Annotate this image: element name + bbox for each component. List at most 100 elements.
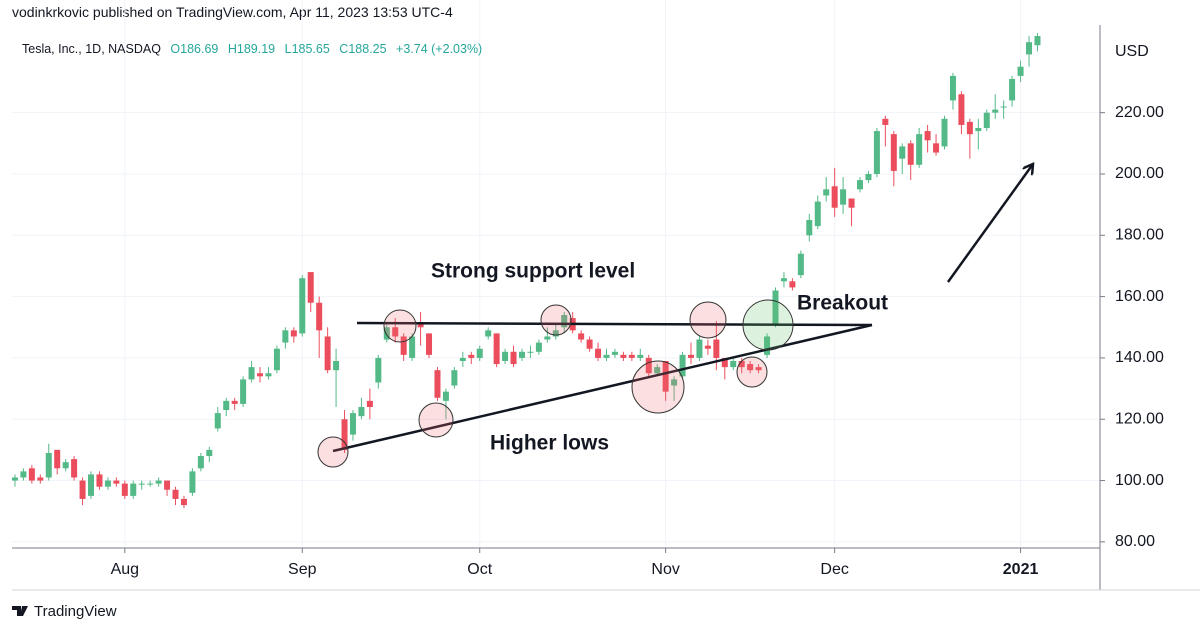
grid xyxy=(12,0,1100,548)
candles xyxy=(12,32,1041,509)
candle-body xyxy=(1000,106,1007,108)
candle-body xyxy=(54,449,61,469)
y-tick-label: 120.00 xyxy=(1115,410,1164,427)
candle-body xyxy=(113,480,120,484)
candle-body xyxy=(552,330,559,337)
candle-body xyxy=(12,477,18,481)
candle-body xyxy=(155,480,162,484)
candle-body xyxy=(662,360,669,392)
breakout-arrow xyxy=(946,164,1033,283)
low-circle xyxy=(736,356,768,388)
candle-body xyxy=(865,173,872,181)
tradingview-logo xyxy=(12,606,28,616)
candle-body xyxy=(180,498,187,506)
candle-body xyxy=(535,342,542,352)
support-line xyxy=(356,321,873,327)
y-axis-labels: 80.00 100.00 120.00 140.00 160.00 180.00 200.0… xyxy=(1100,104,1164,550)
candle-body xyxy=(426,333,433,355)
candle-body xyxy=(451,370,458,386)
candle-body xyxy=(679,354,686,377)
candle-body xyxy=(375,357,382,383)
candle-body xyxy=(544,336,551,340)
candle-body xyxy=(747,364,754,371)
drawings: Strong support level Higher lows Breakou… xyxy=(317,164,1033,468)
candle-body xyxy=(88,474,95,496)
candle-body xyxy=(975,128,982,132)
candle-body xyxy=(620,354,627,358)
candle-body xyxy=(1017,66,1024,76)
candle-body xyxy=(1034,36,1041,46)
candle-body xyxy=(595,348,602,358)
candle-body xyxy=(257,373,264,377)
x-tick-label: Oct xyxy=(467,561,492,578)
candle-body xyxy=(840,189,847,205)
candle-body xyxy=(299,278,306,334)
candle-body xyxy=(628,354,635,358)
candle-body xyxy=(933,143,940,153)
logo-mark xyxy=(12,606,28,616)
candle-body xyxy=(924,131,931,141)
candle-body xyxy=(899,146,906,159)
candle-body xyxy=(434,370,441,398)
candle-body xyxy=(671,379,678,386)
candle-body xyxy=(164,480,171,490)
candle-body xyxy=(916,134,923,165)
candle-body xyxy=(147,483,154,485)
candle-body xyxy=(704,345,711,349)
candle-body xyxy=(400,336,407,355)
candle-body xyxy=(417,324,424,328)
candle-body xyxy=(764,336,771,355)
candle-body xyxy=(45,452,52,478)
candle-body xyxy=(823,189,830,196)
candle-body xyxy=(121,483,128,496)
candle-body xyxy=(637,354,644,358)
y-tick-label: 100.00 xyxy=(1115,472,1164,489)
candle-body xyxy=(79,480,86,499)
candle-body xyxy=(366,400,373,407)
candle-body xyxy=(130,483,137,496)
candle-body xyxy=(20,471,27,478)
candle-body xyxy=(992,109,999,113)
y-tick-label: 200.00 xyxy=(1115,165,1164,182)
x-axis-labels: Aug Sep Oct Nov Dec 2021 xyxy=(111,548,1038,578)
candle-body xyxy=(578,333,585,340)
symbol-legend: Tesla, Inc., 1D, NASDAQ O186.69 H189.19 … xyxy=(22,42,482,56)
candle-body xyxy=(442,391,449,401)
candle-body xyxy=(37,477,44,481)
legend-open: O186.69 xyxy=(170,42,219,56)
candle-body xyxy=(197,456,204,469)
candle-body xyxy=(383,327,390,340)
candle-body xyxy=(518,351,525,358)
candle-body xyxy=(958,94,965,125)
candle-body xyxy=(949,75,956,101)
candle-body xyxy=(806,219,813,236)
candle-body xyxy=(172,489,179,499)
candle-body xyxy=(780,278,787,282)
candle-body xyxy=(189,471,196,493)
candle-body xyxy=(324,336,331,371)
candle-body xyxy=(645,357,652,374)
candle-body xyxy=(96,474,103,487)
candle-body xyxy=(966,121,973,135)
candle-body xyxy=(772,290,779,325)
candle-body xyxy=(857,180,864,190)
candle-body xyxy=(316,302,323,331)
candle-body xyxy=(476,348,483,358)
low-circle xyxy=(631,360,685,414)
candle-body xyxy=(510,351,517,365)
candle-body xyxy=(341,419,348,450)
candle-body xyxy=(941,118,948,147)
candle-body xyxy=(502,351,509,361)
low-circle xyxy=(418,402,454,438)
candle-body xyxy=(104,480,111,487)
candle-body xyxy=(265,373,272,377)
candle-body xyxy=(527,351,534,353)
candle-body xyxy=(409,336,416,358)
resistance-circle xyxy=(383,309,417,343)
candle-body xyxy=(890,134,897,171)
candle-body xyxy=(586,339,593,349)
candle-body xyxy=(349,413,356,435)
candle-body xyxy=(907,143,914,165)
candle-body xyxy=(561,315,568,328)
